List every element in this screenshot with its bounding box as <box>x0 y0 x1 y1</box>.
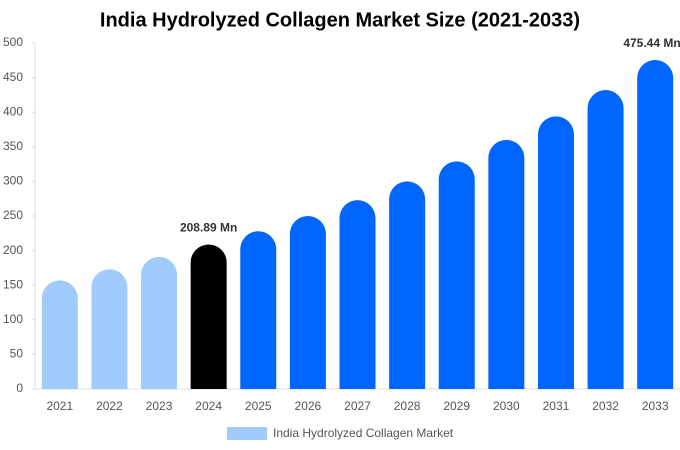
x-tick-label: 2032 <box>592 399 619 413</box>
value-label: 208.89 Mn <box>180 221 237 235</box>
x-tick-label: 2025 <box>245 399 272 413</box>
bar <box>389 181 426 389</box>
bar <box>190 244 227 389</box>
x-tick-label: 2027 <box>344 399 371 413</box>
bar <box>488 139 525 389</box>
bar <box>438 161 475 389</box>
x-tick-label: 2029 <box>443 399 470 413</box>
value-label: 475.44 Mn <box>623 36 680 50</box>
bar <box>91 269 128 389</box>
bar <box>637 59 674 390</box>
y-tick-label: 50 <box>10 347 24 361</box>
y-tick-label: 450 <box>3 70 23 84</box>
x-tick-label: 2021 <box>46 399 73 413</box>
x-tick-label: 2023 <box>146 399 173 413</box>
bar <box>289 216 326 389</box>
bar <box>141 256 178 389</box>
bar <box>240 231 277 389</box>
x-tick-label: 2022 <box>96 399 123 413</box>
x-tick-label: 2031 <box>543 399 570 413</box>
x-tick-label: 2033 <box>642 399 669 413</box>
bar <box>587 90 624 390</box>
bar <box>537 116 574 390</box>
y-tick-label: 500 <box>3 35 23 49</box>
legend-swatch <box>227 427 267 440</box>
bar <box>339 200 376 389</box>
y-tick-label: 0 <box>16 381 23 395</box>
y-tick-label: 400 <box>3 104 23 118</box>
legend-label: India Hydrolyzed Collagen Market <box>273 426 454 440</box>
y-tick-label: 100 <box>3 312 23 326</box>
y-tick-label: 150 <box>3 277 23 291</box>
x-tick-label: 2024 <box>195 399 222 413</box>
y-tick-label: 300 <box>3 174 23 188</box>
x-tick-label: 2026 <box>295 399 322 413</box>
bar <box>41 280 78 389</box>
y-tick-label: 350 <box>3 139 23 153</box>
x-tick-label: 2030 <box>493 399 520 413</box>
y-tick-label: 250 <box>3 208 23 222</box>
y-tick-label: 200 <box>3 243 23 257</box>
chart-title: India Hydrolyzed Collagen Market Size (2… <box>100 9 580 31</box>
x-tick-label: 2028 <box>394 399 421 413</box>
